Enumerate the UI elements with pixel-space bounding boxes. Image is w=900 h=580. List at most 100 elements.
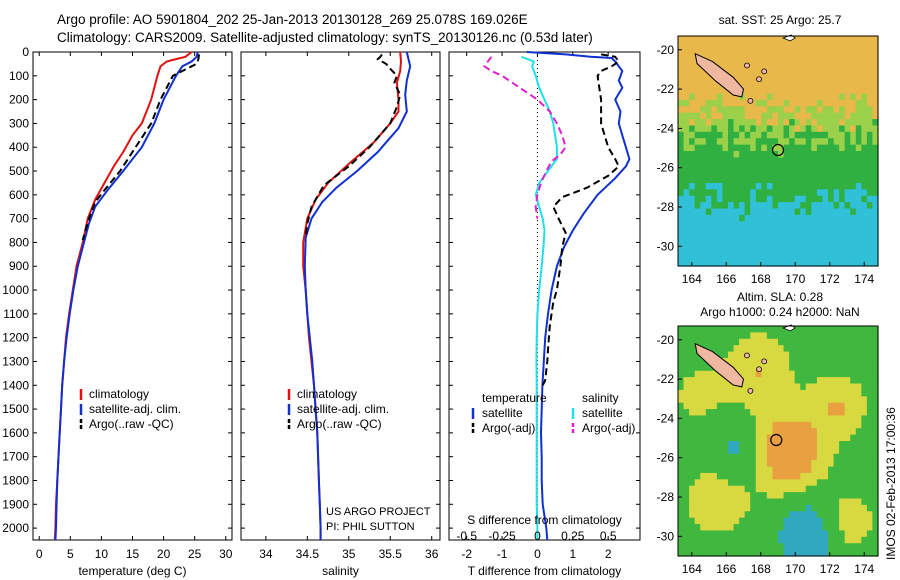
map-cell xyxy=(722,434,729,442)
map-cell xyxy=(789,138,796,146)
map-cell xyxy=(794,234,801,242)
land-island xyxy=(747,387,754,394)
map-cell xyxy=(783,227,790,235)
map-cell xyxy=(805,119,812,127)
map-cell xyxy=(716,131,724,139)
map-cell xyxy=(739,479,746,487)
map-cell xyxy=(828,208,835,216)
map-cell xyxy=(750,182,757,190)
map-cell xyxy=(822,55,829,63)
map-cell xyxy=(761,208,768,216)
map-cell xyxy=(761,524,768,532)
map-cell xyxy=(772,176,779,184)
map-cell xyxy=(694,389,701,397)
map-cell xyxy=(722,125,729,133)
map-cell xyxy=(861,67,868,75)
map-cell xyxy=(711,55,718,63)
map-cell xyxy=(761,549,768,557)
map-cell xyxy=(844,479,851,487)
map-sla-title: Altim. SLA: 0.28 xyxy=(737,290,823,304)
map-cell xyxy=(794,345,801,353)
map-cell xyxy=(778,61,785,69)
map-cell xyxy=(705,163,712,171)
map-cell xyxy=(750,326,757,333)
y-tick-label: 1700 xyxy=(2,450,29,464)
map-cell xyxy=(855,144,862,152)
map-cell xyxy=(778,234,785,242)
map-cell xyxy=(833,383,840,391)
map-cell xyxy=(833,144,840,152)
map-cell xyxy=(833,472,840,480)
map-cell xyxy=(850,99,857,107)
map-cell xyxy=(716,170,724,178)
map-cell xyxy=(866,221,874,229)
map-cell xyxy=(739,157,746,165)
map-cell xyxy=(772,428,779,436)
y-tick-label: 0 xyxy=(22,45,29,59)
map-cell xyxy=(694,402,701,410)
map-cell xyxy=(783,357,790,365)
map-cell xyxy=(844,472,851,480)
map-cell xyxy=(855,447,862,455)
map-cell xyxy=(694,472,701,480)
map-cell xyxy=(839,428,846,436)
map-cell xyxy=(683,536,690,544)
map-cell xyxy=(794,195,801,203)
map-cell xyxy=(811,227,818,235)
header-line-1: Argo profile: AO 5901804_202 25-Jan-2013… xyxy=(57,12,528,27)
map-cell xyxy=(733,42,740,50)
map-cell xyxy=(822,530,829,538)
map-cell xyxy=(683,119,690,127)
map-cell xyxy=(739,259,746,267)
map-cell xyxy=(805,80,812,88)
map-cell xyxy=(872,504,879,512)
map-cell xyxy=(783,389,790,397)
map-cell xyxy=(861,479,868,487)
map-cell xyxy=(872,479,879,487)
map-cell xyxy=(789,144,796,152)
map-cell xyxy=(783,176,790,184)
map-cell xyxy=(855,42,862,50)
map-cell xyxy=(772,402,779,410)
map-cell xyxy=(750,357,757,365)
map-cell xyxy=(833,246,840,254)
map-cell xyxy=(750,144,757,152)
map-cell xyxy=(750,383,757,391)
map-cell xyxy=(872,472,879,480)
map-cell xyxy=(861,357,868,365)
map-cell xyxy=(800,74,807,82)
map-cell xyxy=(866,517,874,525)
map-cell xyxy=(794,421,801,429)
map-cell xyxy=(689,36,696,43)
map-cell xyxy=(839,447,846,455)
map-cell xyxy=(728,221,735,229)
map-cell xyxy=(750,536,757,544)
map-cell xyxy=(811,119,818,127)
map-cell xyxy=(805,227,812,235)
map-cell xyxy=(800,234,807,242)
map-cell xyxy=(694,524,701,532)
map-cell xyxy=(683,214,690,222)
series-satellite-adj--clim- xyxy=(54,51,199,541)
map-cell xyxy=(722,208,729,216)
map-cell xyxy=(755,428,762,436)
map-cell xyxy=(800,453,807,461)
x-tick-label: 2 xyxy=(605,547,612,561)
map-cell xyxy=(755,234,762,242)
x-tick-label: 36 xyxy=(425,547,439,561)
map-cell xyxy=(805,479,812,487)
map-cell xyxy=(694,157,701,165)
map-cell xyxy=(700,402,707,410)
map-cell xyxy=(722,93,729,101)
map-cell xyxy=(816,106,824,114)
map-cell xyxy=(744,131,751,139)
map-cell xyxy=(689,402,696,410)
map-cell xyxy=(844,377,851,385)
map-cell xyxy=(850,234,857,242)
legend-label: Argo(..raw -QC) xyxy=(297,417,382,431)
map-cell xyxy=(794,87,801,95)
map-cell xyxy=(700,240,707,248)
map-cell xyxy=(750,370,757,378)
map-cell xyxy=(839,441,846,448)
map-cell xyxy=(789,421,796,429)
